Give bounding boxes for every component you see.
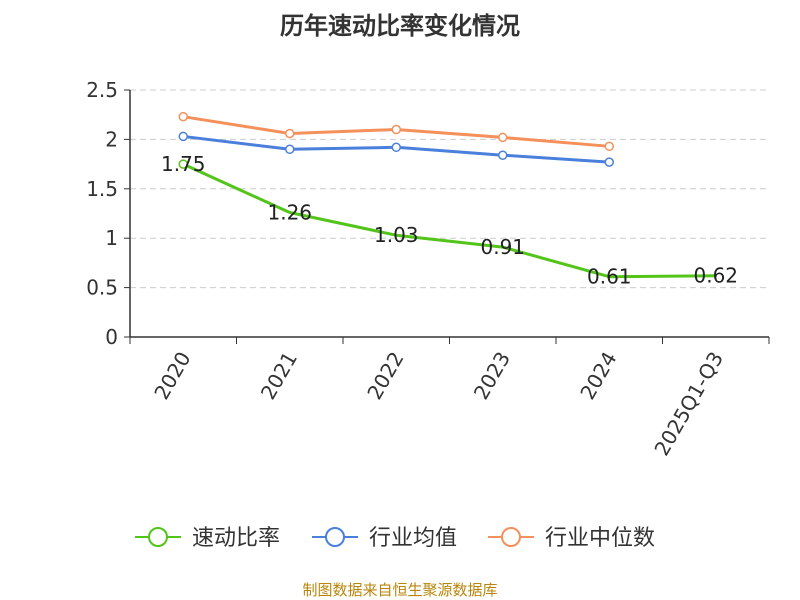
data-label: 1.75 [161,152,206,176]
chart-title: 历年速动比率变化情况 [280,12,520,40]
x-tick-label: 2022 [362,348,408,404]
x-tick-label: 2020 [149,348,195,404]
y-tick-label: 0.5 [86,276,118,300]
y-tick-label: 1 [105,226,118,250]
series-marker [178,159,188,169]
series-marker [391,124,401,135]
legend-marker [148,527,168,547]
series-marker [178,131,188,142]
data-label: 0.61 [587,265,632,289]
legend-label: 速动比率 [192,526,280,551]
y-tick-label: 2 [105,127,118,151]
legend: 速动比率 行业均值 行业中位数 [135,526,655,551]
data-labels: 1.75 1.26 1.03 0.91 0.61 0.62 [161,152,738,289]
data-source: 制图数据来自恒生聚源数据库 [302,581,498,599]
legend-label: 行业均值 [369,526,457,551]
series-marker [391,142,401,153]
x-tick-label: 2025Q1-Q3 [649,348,728,460]
series-marker [285,144,295,155]
y-tick-label: 1.5 [86,177,118,201]
series-marker [498,150,508,160]
series-marker [498,132,508,143]
y-tick-label: 0 [105,325,118,349]
legend-marker [501,527,521,547]
x-tick-label: 2023 [469,348,515,404]
legend-label: 行业中位数 [545,526,655,551]
x-tick-label: 2024 [575,348,621,404]
series-marker [604,157,614,167]
data-label: 0.62 [693,264,738,288]
series-marker [178,111,188,122]
series-marker [285,128,295,139]
series-line [182,162,716,279]
x-tick-label: 2021 [256,348,302,404]
legend-marker [325,527,345,547]
series-marker [604,141,614,152]
series-lines [178,111,716,279]
y-tick-label: 2.5 [86,78,118,102]
data-label: 1.26 [267,201,312,225]
data-label: 0.91 [480,235,525,259]
axes: 0 0.5 1 1.5 2 2.5 2020 2021 2022 2023 2024 2025Q1-Q… [86,78,770,460]
grid-lines [130,89,769,289]
data-label: 1.03 [374,223,419,247]
